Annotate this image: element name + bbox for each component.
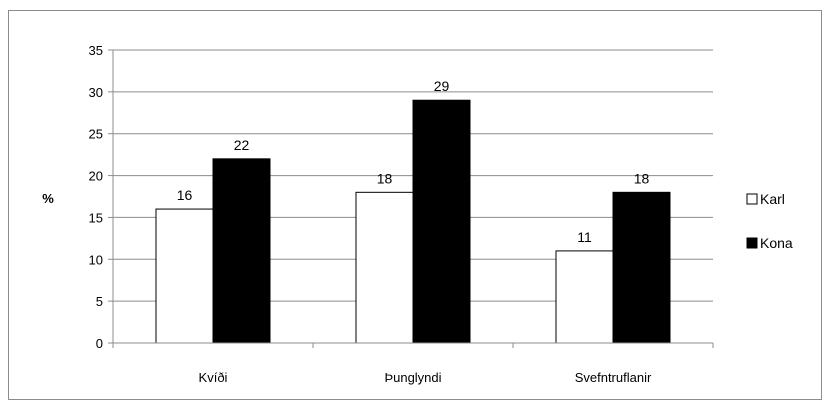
x-category-label: Svefntruflanir	[575, 370, 652, 385]
bar-karl	[355, 191, 414, 344]
legend-label: Karl	[760, 191, 785, 207]
y-tick-label: 20	[89, 169, 103, 184]
bar-karl	[555, 250, 614, 344]
bar-kona	[612, 191, 671, 344]
legend: Karl Kona	[746, 191, 793, 251]
bar-kona	[212, 158, 271, 344]
data-label: 18	[634, 170, 650, 186]
data-label: 29	[434, 78, 450, 94]
legend-swatch	[746, 193, 758, 205]
bar-kona	[412, 99, 471, 344]
y-axis-ticks: 0 5 10 15 20 25 30 35	[89, 43, 113, 351]
y-tick-label: 5	[96, 294, 103, 309]
bar-karl	[155, 208, 214, 344]
x-category-label: Þunglyndi	[384, 370, 441, 385]
y-tick-label: 35	[89, 43, 103, 58]
data-label: 22	[234, 137, 250, 153]
bars	[155, 99, 671, 344]
x-axis: Kvíði Þunglyndi Svefntruflanir	[112, 50, 714, 385]
y-tick-label: 0	[96, 336, 103, 351]
legend-label: Kona	[760, 235, 793, 251]
data-label: 11	[577, 229, 592, 245]
y-tick-label: 30	[89, 85, 103, 100]
data-label: 18	[377, 170, 393, 186]
data-labels: 16 22 18 29 11 18	[177, 78, 650, 245]
y-tick-label: 10	[89, 252, 103, 267]
y-tick-label: 15	[89, 210, 103, 225]
data-label: 16	[177, 187, 193, 203]
y-tick-label: 25	[89, 127, 103, 142]
x-category-label: Kvíði	[199, 370, 228, 385]
y-axis-label: %	[42, 191, 54, 206]
legend-swatch	[746, 237, 758, 249]
